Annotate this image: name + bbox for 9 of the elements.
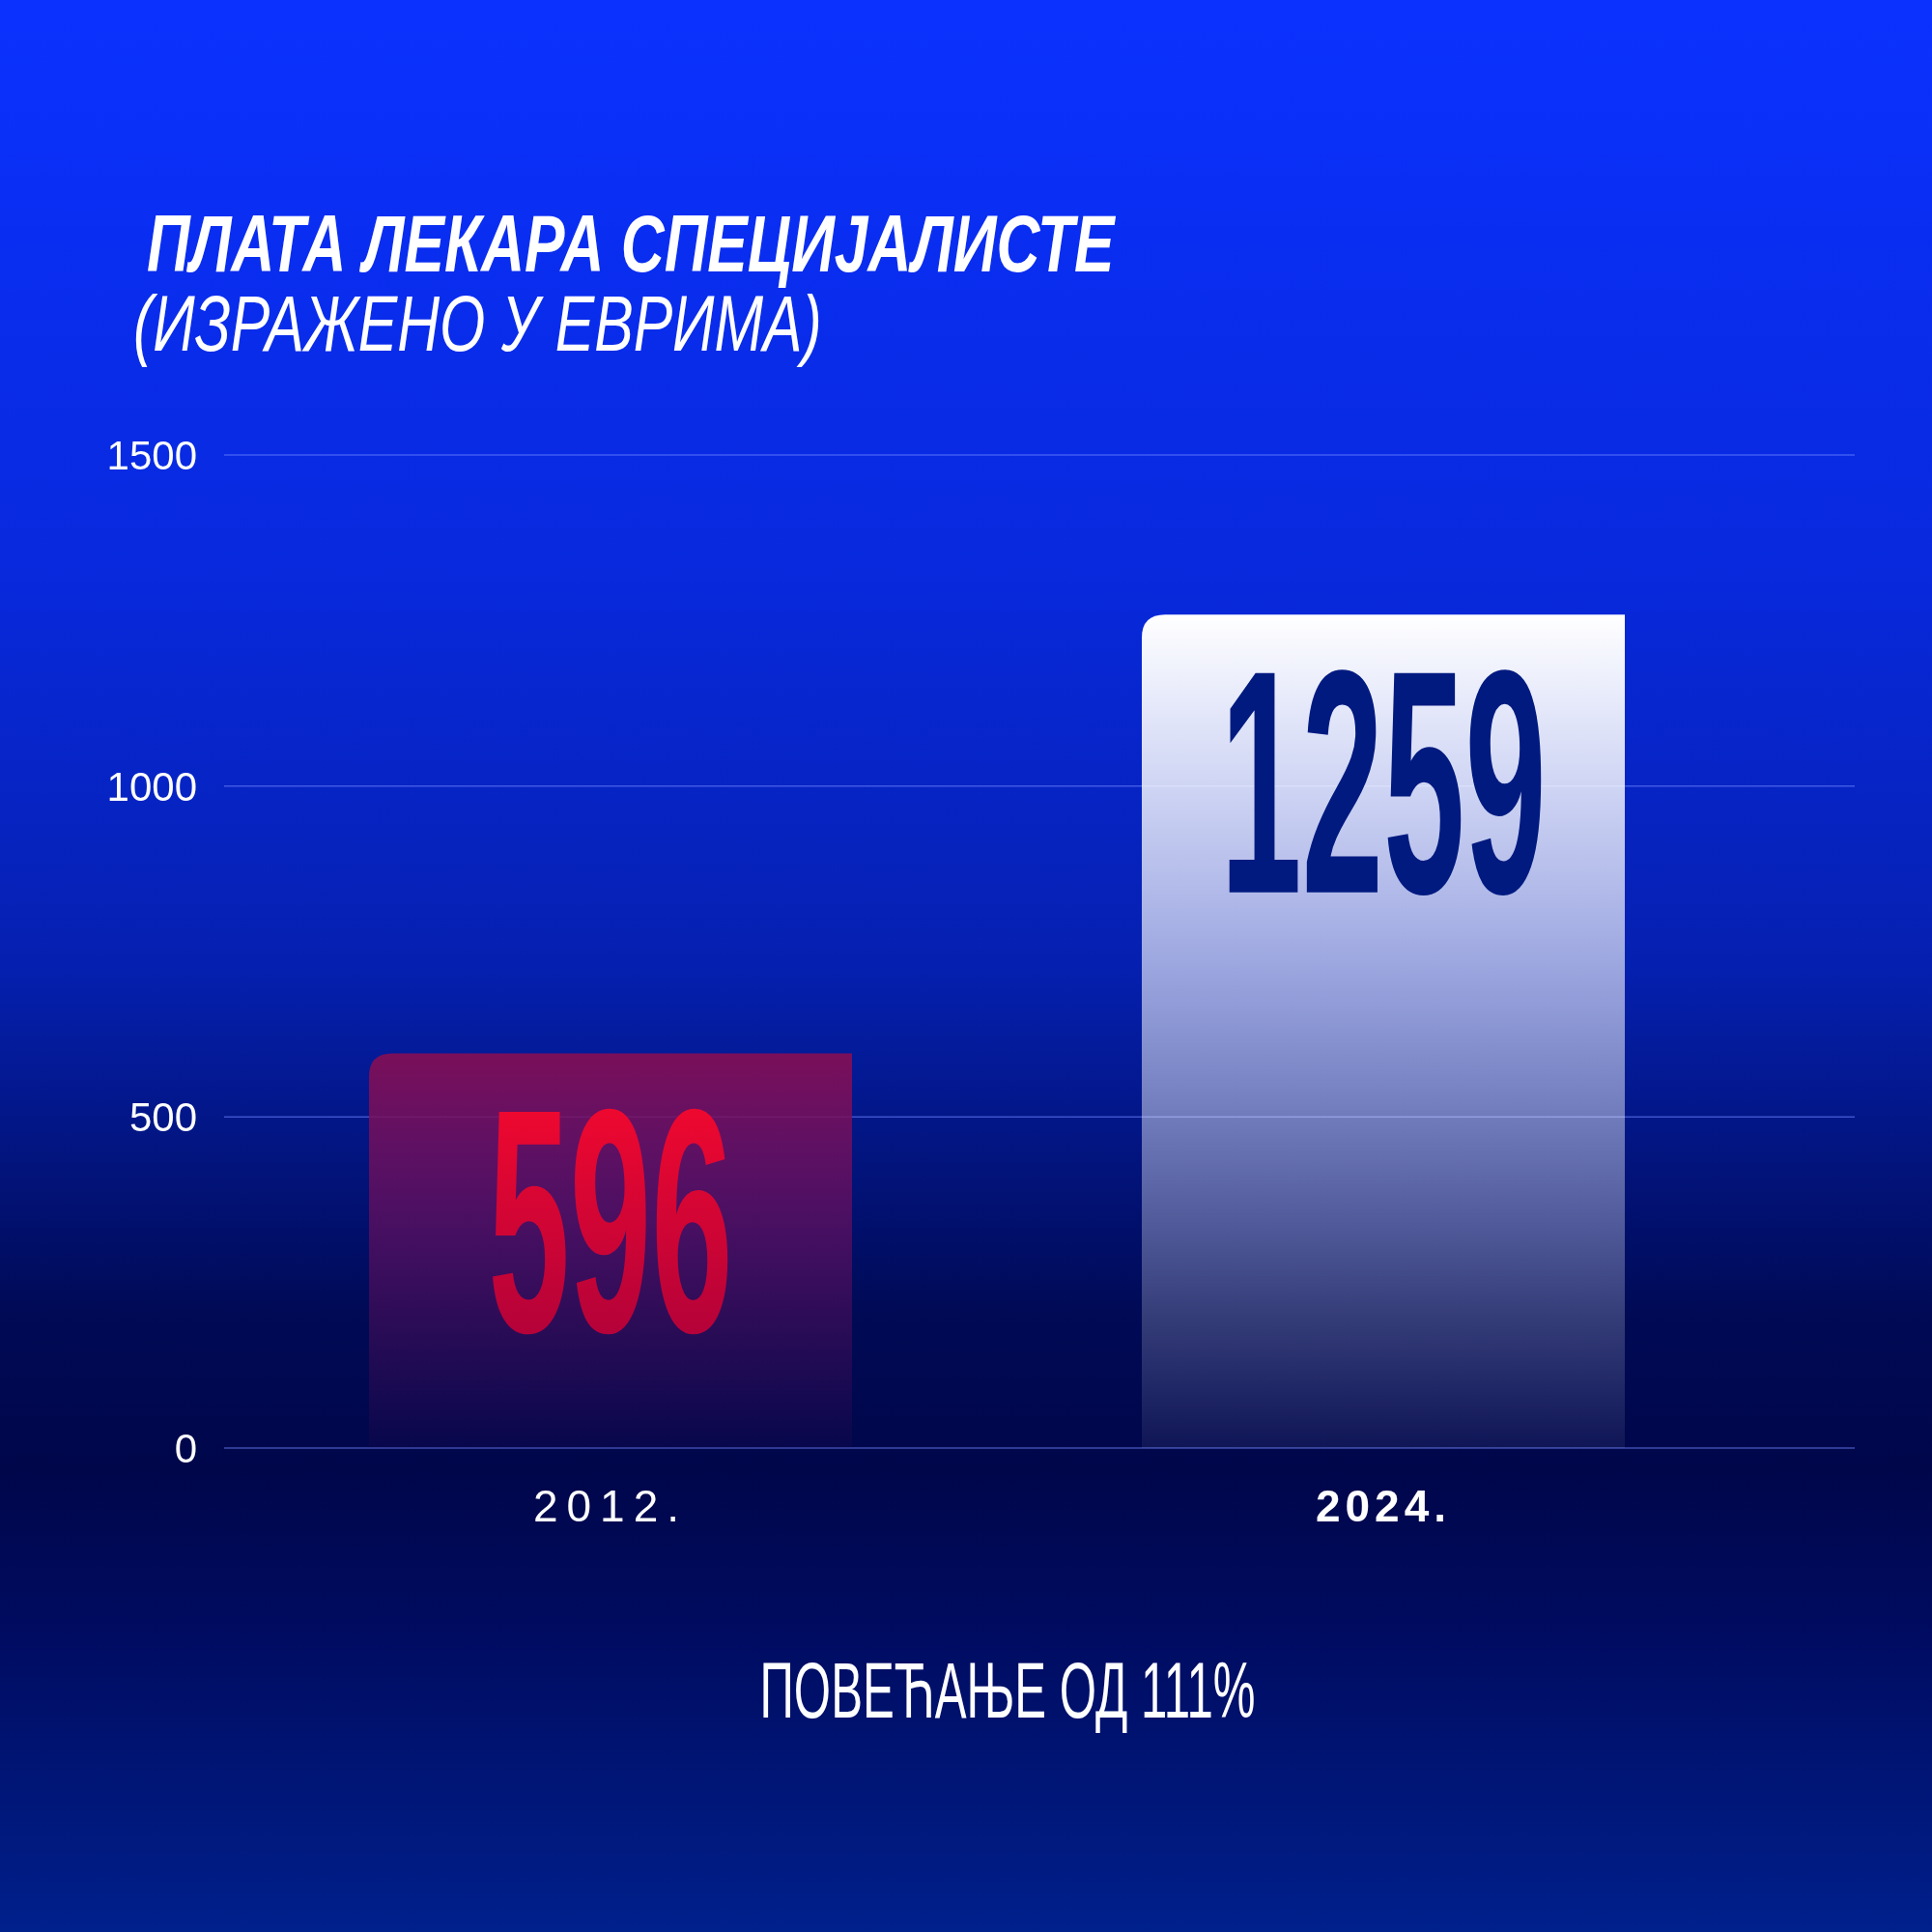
x-tick-label: 2012. <box>532 1481 689 1531</box>
x-tick-label: 2024. <box>1315 1481 1452 1531</box>
y-tick-label: 1500 <box>106 432 197 478</box>
y-tick-label: 0 <box>174 1425 197 1471</box>
text: ПОВЕЋАЊЕ ОД 111% <box>759 1646 1256 1735</box>
data-label: 1259 <box>1220 603 1547 960</box>
y-tick-label: 1000 <box>106 763 197 810</box>
data-label: 596 <box>488 1041 733 1399</box>
y-tick-label: 500 <box>128 1094 197 1141</box>
